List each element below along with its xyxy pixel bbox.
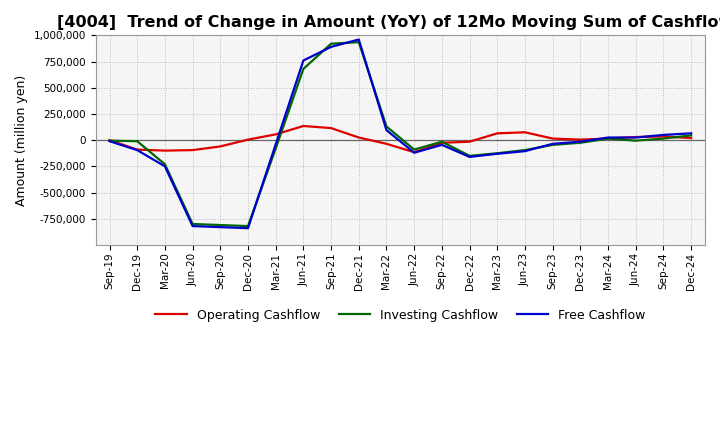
Investing Cashflow (465, 153, 474, 158)
Investing Cashflow (188, 221, 197, 227)
Free Cashflow (188, 224, 197, 229)
Operating Cashflow (493, 131, 502, 136)
Investing Cashflow (382, 124, 391, 129)
Line: Investing Cashflow: Investing Cashflow (109, 42, 691, 226)
Operating Cashflow (133, 147, 142, 152)
Operating Cashflow (243, 137, 252, 142)
Operating Cashflow (327, 125, 336, 131)
Free Cashflow (410, 150, 418, 155)
Investing Cashflow (105, 138, 114, 143)
Operating Cashflow (604, 136, 613, 141)
Operating Cashflow (465, 139, 474, 144)
Line: Free Cashflow: Free Cashflow (109, 40, 691, 228)
Free Cashflow (659, 132, 667, 138)
Investing Cashflow (659, 136, 667, 141)
Free Cashflow (631, 135, 640, 140)
Investing Cashflow (354, 40, 363, 45)
Operating Cashflow (299, 123, 307, 128)
Free Cashflow (327, 44, 336, 50)
Investing Cashflow (133, 139, 142, 144)
Free Cashflow (438, 142, 446, 147)
Operating Cashflow (354, 135, 363, 140)
Investing Cashflow (216, 222, 225, 227)
Free Cashflow (105, 139, 114, 144)
Free Cashflow (687, 131, 696, 136)
Free Cashflow (465, 154, 474, 160)
Operating Cashflow (105, 138, 114, 143)
Free Cashflow (354, 37, 363, 42)
Operating Cashflow (410, 150, 418, 155)
Investing Cashflow (631, 138, 640, 143)
Investing Cashflow (438, 139, 446, 144)
Operating Cashflow (631, 134, 640, 139)
Investing Cashflow (327, 41, 336, 46)
Operating Cashflow (382, 141, 391, 147)
Free Cashflow (493, 151, 502, 156)
Operating Cashflow (188, 147, 197, 153)
Operating Cashflow (271, 132, 280, 137)
Free Cashflow (133, 147, 142, 153)
Title: [4004]  Trend of Change in Amount (YoY) of 12Mo Moving Sum of Cashflows: [4004] Trend of Change in Amount (YoY) o… (58, 15, 720, 30)
Operating Cashflow (438, 140, 446, 145)
Free Cashflow (576, 139, 585, 144)
Operating Cashflow (576, 137, 585, 142)
Investing Cashflow (271, 146, 280, 151)
Investing Cashflow (243, 224, 252, 229)
Investing Cashflow (521, 147, 529, 153)
Line: Operating Cashflow: Operating Cashflow (109, 126, 691, 152)
Operating Cashflow (161, 148, 169, 153)
Free Cashflow (216, 224, 225, 230)
Operating Cashflow (687, 136, 696, 141)
Investing Cashflow (161, 161, 169, 167)
Operating Cashflow (549, 136, 557, 141)
Investing Cashflow (410, 147, 418, 152)
Operating Cashflow (659, 134, 667, 139)
Free Cashflow (382, 128, 391, 133)
Free Cashflow (521, 149, 529, 154)
Investing Cashflow (299, 66, 307, 72)
Y-axis label: Amount (million yen): Amount (million yen) (15, 74, 28, 206)
Free Cashflow (549, 141, 557, 147)
Investing Cashflow (549, 142, 557, 147)
Free Cashflow (299, 58, 307, 63)
Free Cashflow (243, 226, 252, 231)
Legend: Operating Cashflow, Investing Cashflow, Free Cashflow: Operating Cashflow, Investing Cashflow, … (150, 304, 650, 327)
Free Cashflow (604, 135, 613, 140)
Investing Cashflow (687, 133, 696, 138)
Operating Cashflow (216, 144, 225, 149)
Free Cashflow (161, 164, 169, 169)
Investing Cashflow (576, 140, 585, 145)
Operating Cashflow (521, 130, 529, 135)
Investing Cashflow (604, 136, 613, 141)
Investing Cashflow (493, 150, 502, 156)
Free Cashflow (271, 142, 280, 147)
